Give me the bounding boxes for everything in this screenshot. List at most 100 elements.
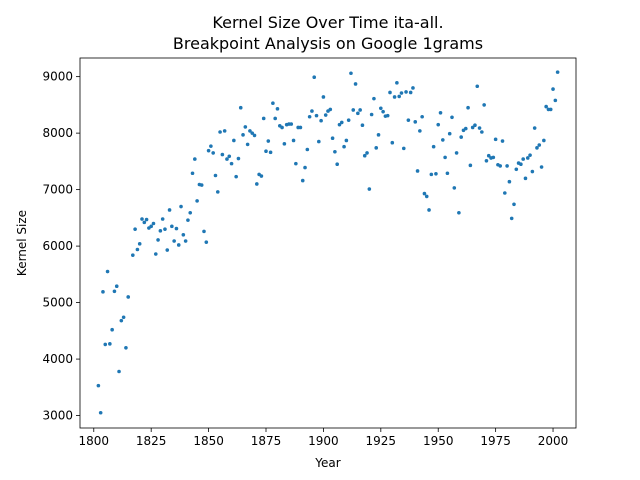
y-tick-label-3: 6000 xyxy=(42,239,73,253)
y-tick-label-5: 8000 xyxy=(42,126,73,140)
data-point-44 xyxy=(199,183,204,187)
data-point-191 xyxy=(537,143,542,147)
data-point-58 xyxy=(232,138,236,143)
data-point-184 xyxy=(521,157,525,161)
data-point-34 xyxy=(176,243,181,247)
data-point-17 xyxy=(137,242,142,246)
data-point-102 xyxy=(333,149,337,154)
data-point-39 xyxy=(188,210,193,215)
data-point-160 xyxy=(466,105,470,110)
data-point-18 xyxy=(140,217,144,221)
data-point-141 xyxy=(422,191,427,196)
data-point-171 xyxy=(491,155,496,160)
data-point-112 xyxy=(356,111,360,116)
data-point-95 xyxy=(317,139,321,144)
data-point-52 xyxy=(218,130,222,134)
data-point-40 xyxy=(190,171,195,176)
data-point-109 xyxy=(349,71,353,76)
data-point-62 xyxy=(241,133,245,137)
data-point-134 xyxy=(406,118,411,122)
data-point-6 xyxy=(110,327,114,332)
data-point-183 xyxy=(519,162,523,166)
chart-title: Kernel Size Over Time ita-all. xyxy=(212,13,443,32)
data-point-50 xyxy=(213,173,218,178)
data-point-71 xyxy=(261,116,266,121)
data-point-103 xyxy=(335,162,339,166)
data-point-131 xyxy=(399,91,404,95)
data-point-188 xyxy=(530,169,535,174)
data-point-90 xyxy=(305,147,310,152)
data-point-189 xyxy=(532,126,537,130)
data-point-87 xyxy=(298,125,303,130)
data-point-185 xyxy=(523,176,528,181)
data-point-55 xyxy=(225,157,229,161)
data-point-153 xyxy=(450,115,454,120)
data-point-196 xyxy=(548,107,553,112)
data-point-98 xyxy=(323,113,328,117)
data-point-72 xyxy=(264,149,268,154)
data-point-64 xyxy=(245,142,250,147)
data-point-111 xyxy=(353,82,358,86)
data-point-122 xyxy=(379,106,383,111)
x-tick-label-0: 1800 xyxy=(79,434,110,448)
data-point-26 xyxy=(158,229,163,233)
data-point-161 xyxy=(468,163,473,168)
data-point-13 xyxy=(126,295,131,299)
data-point-4 xyxy=(105,269,110,274)
data-point-49 xyxy=(211,151,215,155)
x-tick-label-2: 1850 xyxy=(193,434,224,448)
data-points xyxy=(96,70,560,415)
data-point-22 xyxy=(149,224,153,229)
data-point-116 xyxy=(365,151,369,155)
data-point-61 xyxy=(238,105,243,110)
data-point-140 xyxy=(420,114,424,119)
data-point-126 xyxy=(388,90,392,95)
data-point-167 xyxy=(482,103,486,107)
data-point-57 xyxy=(229,161,234,166)
x-tick-label-7: 1975 xyxy=(480,434,511,448)
data-point-2 xyxy=(101,290,105,294)
data-point-175 xyxy=(500,139,505,143)
data-point-28 xyxy=(163,227,167,231)
data-point-172 xyxy=(493,137,498,142)
data-point-75 xyxy=(271,101,275,105)
data-point-41 xyxy=(193,157,197,161)
data-point-106 xyxy=(342,144,346,149)
data-point-37 xyxy=(183,239,188,243)
data-point-16 xyxy=(135,247,140,252)
data-point-25 xyxy=(156,238,160,242)
data-point-177 xyxy=(505,164,509,168)
data-point-91 xyxy=(307,114,312,119)
data-point-11 xyxy=(121,315,126,320)
data-point-79 xyxy=(280,125,284,130)
data-point-15 xyxy=(133,227,137,231)
y-axis-label: Kernel Size xyxy=(15,210,29,276)
data-point-104 xyxy=(337,122,342,127)
data-point-125 xyxy=(385,113,390,118)
data-point-32 xyxy=(172,239,176,243)
data-point-117 xyxy=(367,187,372,191)
data-point-149 xyxy=(441,138,445,142)
data-point-164 xyxy=(475,84,480,89)
data-point-198 xyxy=(553,98,558,103)
data-point-5 xyxy=(108,342,112,346)
data-point-53 xyxy=(220,152,225,157)
data-point-108 xyxy=(346,118,351,122)
data-point-27 xyxy=(160,217,165,221)
y-tick-label-1: 4000 xyxy=(42,352,73,366)
data-point-92 xyxy=(310,109,314,113)
data-point-96 xyxy=(319,118,323,123)
x-tick-label-1: 1825 xyxy=(136,434,167,448)
data-point-133 xyxy=(404,90,408,94)
data-point-114 xyxy=(360,123,365,128)
y-tick-label-6: 9000 xyxy=(42,70,73,84)
data-point-118 xyxy=(369,112,374,117)
data-point-23 xyxy=(151,221,156,226)
data-point-1 xyxy=(98,410,103,415)
data-point-56 xyxy=(227,154,232,159)
data-point-129 xyxy=(395,81,399,85)
data-point-97 xyxy=(321,95,326,99)
data-point-159 xyxy=(463,126,468,131)
chart-subtitle: Breakpoint Analysis on Google 1grams xyxy=(173,34,483,53)
